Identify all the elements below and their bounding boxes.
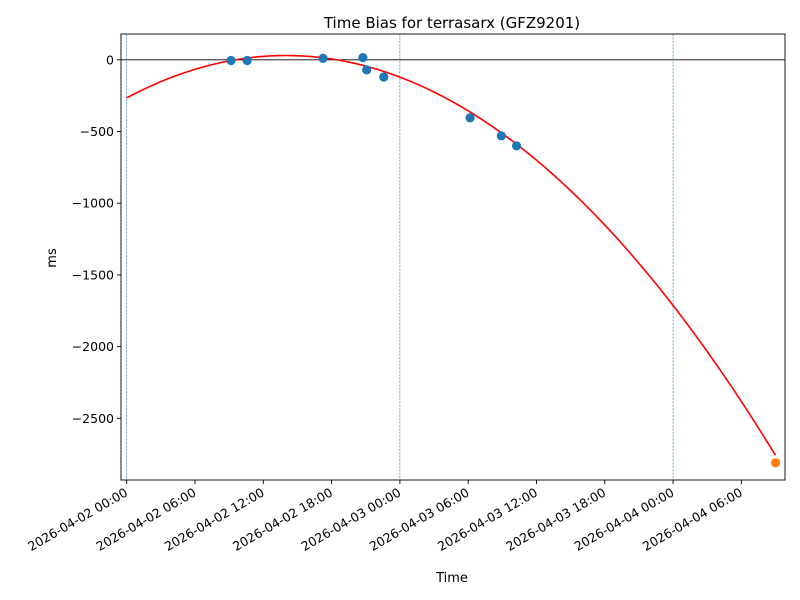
y-tick-label: −1000 <box>72 196 114 211</box>
data-point <box>242 55 252 66</box>
data-point <box>511 141 522 151</box>
data-point <box>362 65 372 75</box>
data-point <box>465 113 475 123</box>
data-point <box>379 72 389 82</box>
x-axis-title: Time <box>435 571 468 586</box>
y-tick-label: −1500 <box>72 267 114 282</box>
chart-title: Time Bias for terrasarx (GFZ9201) <box>323 14 580 32</box>
data-point <box>358 53 368 63</box>
y-tick-label: −2000 <box>72 339 114 354</box>
data-point <box>318 53 328 63</box>
fit-curve <box>126 54 777 456</box>
y-tick-label: 0 <box>106 52 114 67</box>
y-tick-label: −2500 <box>72 411 114 426</box>
plot-area <box>121 34 785 480</box>
plot-frame <box>120 33 786 481</box>
y-tick-label: −500 <box>80 124 114 139</box>
predicted-point <box>770 458 781 468</box>
plot-content <box>121 34 785 480</box>
data-point <box>496 131 506 141</box>
data-point <box>226 55 236 66</box>
y-axis-title: ms <box>45 248 60 268</box>
